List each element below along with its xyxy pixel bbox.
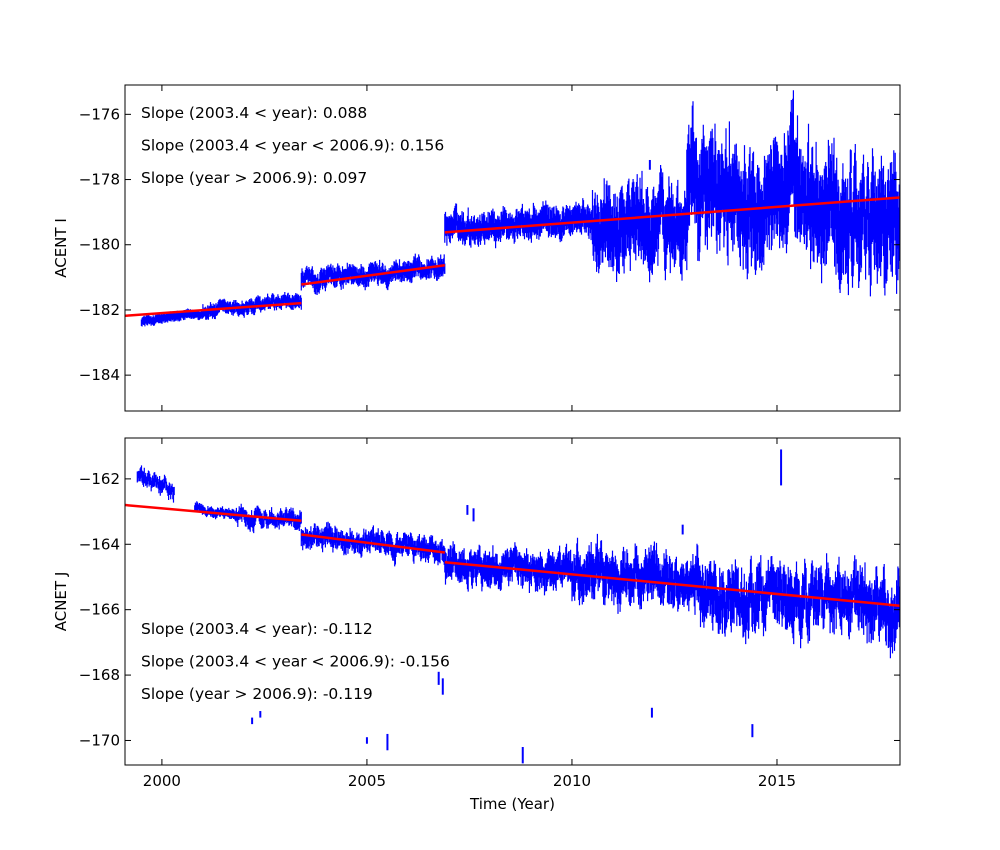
y-tick-label: −162 — [79, 470, 120, 488]
fit-line — [301, 264, 446, 286]
data-series — [136, 449, 900, 764]
slope-annotation: Slope (year > 2006.9): 0.097 — [141, 169, 367, 187]
data-points — [136, 465, 175, 503]
fit-line — [125, 301, 302, 318]
y-tick-label: −178 — [79, 171, 120, 189]
y-tick-label: −182 — [79, 301, 120, 319]
y-tick-label: −176 — [79, 105, 120, 123]
slope-annotation: Slope (2003.4 < year): -0.112 — [141, 620, 373, 638]
plot-area — [125, 438, 900, 765]
x-tick-label: 2000 — [143, 772, 181, 790]
y-tick-label: −184 — [79, 366, 120, 384]
fit-line — [125, 503, 302, 522]
plot-frame — [124, 437, 901, 766]
slope-annotation: Slope (2003.4 < year < 2006.9): -0.156 — [141, 653, 450, 671]
y-tick-label: −180 — [79, 236, 120, 254]
data-points — [796, 123, 900, 297]
panel-acent-i: −184 −182 −180 −178 −176 ACENT I Slope (2003.4… — [52, 84, 901, 412]
data-points — [444, 541, 573, 596]
y-axis-label: ACENT I — [52, 218, 70, 278]
plot-area — [125, 85, 900, 411]
fit-line — [444, 196, 900, 234]
y-tick-label: −164 — [79, 535, 120, 553]
slope-annotation: Slope (year > 2006.9): -0.119 — [141, 685, 373, 703]
panel-acnet-j: 2000 2005 2010 2015 −170 −168 −166 −164 −162 ACNE… — [52, 437, 901, 813]
x-tick-label: 2005 — [348, 772, 386, 790]
y-tick-label: −168 — [79, 666, 120, 684]
data-points — [140, 308, 204, 327]
data-points — [591, 165, 688, 283]
y-tick-label: −170 — [79, 731, 120, 749]
plot-frame — [124, 84, 901, 412]
y-axis-label: ACNET J — [52, 572, 70, 632]
fit-line — [444, 561, 900, 607]
fit-line — [301, 533, 445, 554]
x-tick-label: 2015 — [758, 772, 796, 790]
y-tick-label: −166 — [79, 601, 120, 619]
x-axis-label: Time (Year) — [469, 795, 555, 813]
slope-annotation: Slope (2003.4 < year < 2006.9): 0.156 — [141, 137, 444, 155]
slope-annotation: Slope (2003.4 < year): 0.088 — [141, 104, 367, 122]
x-tick-label: 2010 — [553, 772, 591, 790]
